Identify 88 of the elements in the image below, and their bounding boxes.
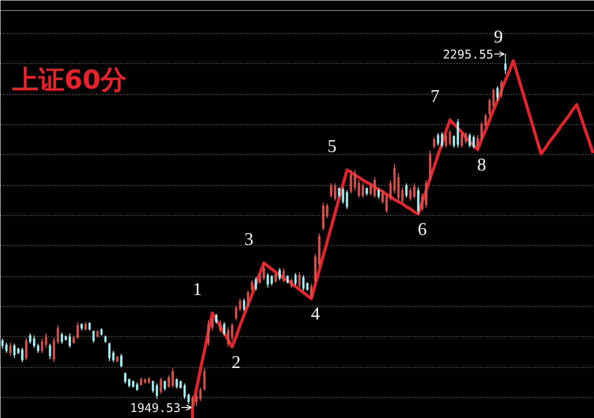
- candlestick: [322, 202, 324, 231]
- candlestick: [191, 395, 194, 408]
- text: 9: [494, 26, 503, 47]
- candlestick: [417, 186, 420, 214]
- text: 上证60分: [11, 66, 128, 96]
- candlestick: [164, 380, 166, 392]
- candlestick: [9, 342, 12, 356]
- candlestick: [184, 383, 186, 400]
- candlestick: [215, 314, 218, 324]
- candlestick: [262, 262, 265, 281]
- candlestick: [168, 374, 170, 388]
- candlestick: [223, 322, 226, 336]
- candlestick: [176, 378, 178, 390]
- candlestick: [409, 186, 412, 202]
- candlestick: [496, 86, 499, 102]
- candlestick: [346, 190, 348, 210]
- candlestick: [266, 272, 269, 288]
- candlestick: [413, 182, 416, 200]
- candlestick: [425, 180, 428, 208]
- candlestick: [278, 268, 281, 281]
- candlestick: [156, 383, 158, 400]
- candlestick: [254, 276, 258, 292]
- candlestick: [302, 274, 305, 292]
- candlestick: [21, 347, 24, 363]
- candlestick: [310, 282, 312, 300]
- candlestick: [207, 320, 210, 346]
- candlestick: [334, 182, 336, 202]
- annotation: 1: [192, 279, 202, 300]
- candlestick: [108, 342, 111, 362]
- candlestick: [270, 274, 273, 286]
- candlestick: [374, 176, 376, 198]
- candlestick: [242, 298, 246, 312]
- candlestick: [227, 326, 230, 348]
- annotation: 6: [418, 218, 427, 239]
- candlestick: [250, 280, 254, 292]
- candlestick: [460, 132, 463, 148]
- candlestick: [13, 343, 16, 358]
- candlestick: [432, 136, 436, 150]
- candlestick: [338, 186, 340, 198]
- candlestick: [436, 132, 440, 146]
- candlestick: [370, 182, 372, 196]
- candlestick: [25, 337, 28, 361]
- candlestick: [5, 342, 8, 354]
- candlestick: [219, 320, 222, 333]
- candlestick: [472, 134, 475, 150]
- candlestick: [330, 182, 332, 198]
- annotation: 2: [232, 352, 241, 372]
- candlestick: [274, 272, 277, 283]
- candlestick: [468, 132, 471, 148]
- candlestick: [203, 368, 206, 392]
- annotation: 8: [477, 154, 486, 175]
- candlestick: [298, 272, 301, 288]
- candlestick: [342, 186, 344, 204]
- annotation: 7: [430, 86, 440, 106]
- candlestick: [456, 118, 460, 148]
- candlestick: [60, 332, 64, 344]
- annotation: 2295.55: [442, 48, 494, 62]
- candlestick: [92, 330, 95, 344]
- annotation: 4: [310, 304, 320, 324]
- candlestick: [33, 335, 36, 348]
- candlestick: [444, 132, 448, 148]
- candlestick: [160, 376, 162, 394]
- candlestick: [40, 338, 44, 354]
- annotation: 5: [328, 136, 336, 156]
- candlestick: [429, 150, 432, 181]
- candlestick: [290, 278, 293, 288]
- candlestick: [120, 353, 122, 368]
- candlestick: [362, 182, 364, 198]
- candlestick: [405, 182, 408, 198]
- candlestick: [440, 132, 444, 148]
- annotation: 3: [244, 228, 254, 249]
- candlestick: [29, 332, 32, 344]
- candlestick: [48, 343, 52, 360]
- candlestick: [231, 322, 234, 342]
- candlestick: [282, 268, 285, 283]
- candlestick: [350, 170, 352, 194]
- candlestick: [124, 372, 126, 384]
- candlestick: [68, 332, 71, 348]
- candlestick: [378, 188, 380, 200]
- candlestick: [464, 132, 467, 144]
- candlestick: [44, 332, 48, 348]
- annotation: 1949.53: [130, 401, 181, 416]
- candlestick: [448, 130, 452, 146]
- candlestick: [76, 322, 79, 340]
- candlestick: [172, 368, 174, 388]
- candlestick: [152, 380, 154, 394]
- candlestick: [504, 54, 507, 74]
- candlestick: [500, 80, 503, 98]
